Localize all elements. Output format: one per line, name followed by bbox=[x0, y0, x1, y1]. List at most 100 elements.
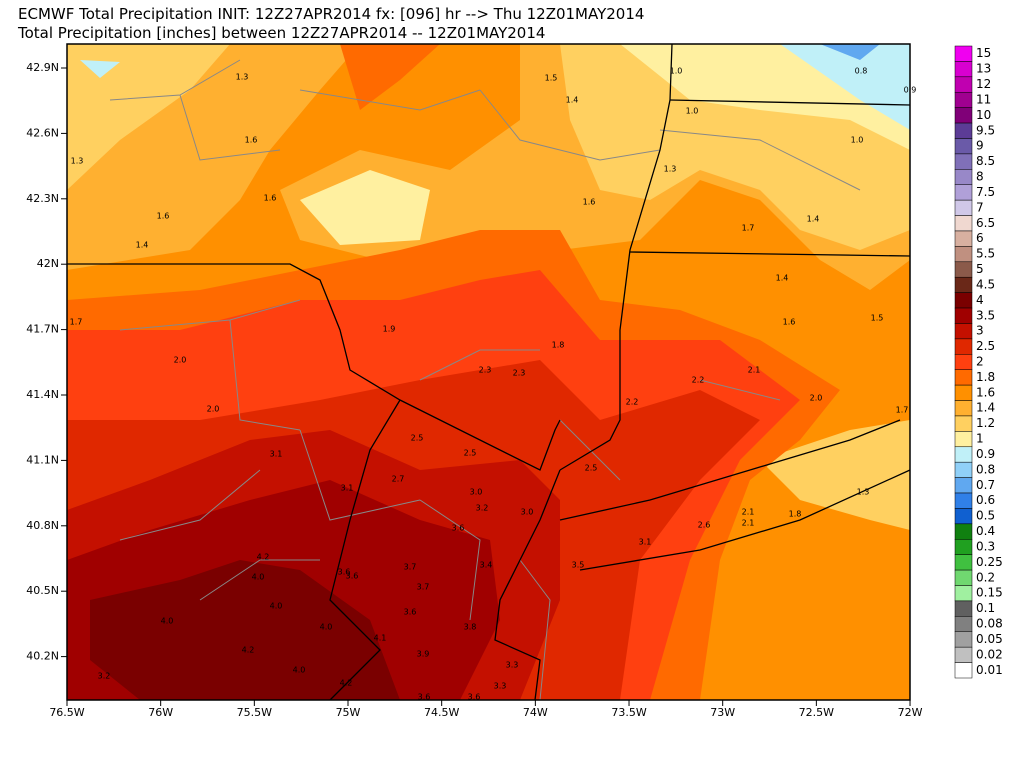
point-label: 3.7 bbox=[404, 563, 417, 572]
color-box bbox=[954, 600, 973, 617]
colorbar: 15131211109.598.587.576.565.554.543.532.… bbox=[954, 45, 1003, 679]
point-label: 3.2 bbox=[98, 672, 111, 681]
level-label: 0.5 bbox=[976, 509, 995, 523]
point-label: 1.6 bbox=[245, 136, 258, 145]
color-box bbox=[954, 446, 973, 463]
color-box bbox=[954, 508, 973, 525]
lat-label: 42.6N bbox=[26, 126, 59, 139]
point-label: 4.0 bbox=[320, 623, 333, 632]
color-box bbox=[954, 616, 973, 633]
color-box bbox=[954, 492, 973, 509]
level-label: 6 bbox=[976, 231, 984, 245]
color-box bbox=[954, 215, 973, 232]
point-label: 2.3 bbox=[479, 366, 492, 375]
level-label: 2 bbox=[976, 355, 984, 369]
color-box bbox=[954, 662, 973, 679]
level-label: 12 bbox=[976, 77, 991, 91]
point-label: 3.1 bbox=[341, 484, 354, 493]
level-label: 0.1 bbox=[976, 601, 995, 615]
lat-label: 41.1N bbox=[26, 453, 59, 466]
point-label: 3.0 bbox=[470, 488, 483, 497]
state-borders bbox=[67, 43, 911, 701]
lat-label: 40.8N bbox=[26, 519, 59, 532]
point-label: 1.4 bbox=[136, 241, 149, 250]
lon-label: 76.5W bbox=[49, 706, 84, 719]
point-label: 3.6 bbox=[338, 568, 351, 577]
county-lines bbox=[109, 59, 861, 701]
lat-label: 42.3N bbox=[26, 192, 59, 205]
level-label: 0.6 bbox=[976, 493, 995, 507]
point-label: 3.5 bbox=[572, 561, 585, 570]
level-label: 0.8 bbox=[976, 462, 995, 476]
point-label: 1.3 bbox=[857, 488, 870, 497]
color-box bbox=[954, 477, 973, 494]
point-label: 1.6 bbox=[157, 212, 170, 221]
precip-field bbox=[67, 44, 910, 700]
color-box bbox=[954, 384, 973, 401]
point-label: 1.7 bbox=[742, 224, 755, 233]
point-label: 3.1 bbox=[639, 538, 652, 547]
lat-label: 40.2N bbox=[26, 650, 59, 663]
color-box bbox=[954, 569, 973, 586]
point-labels: 1.3 1.5 1.4 1.0 0.8 0.9 1.0 1.0 1.6 1.3 1.3 1.6 1.6 1… bbox=[70, 67, 917, 702]
title: ECMWF Total Precipitation INIT: 12Z27APR… bbox=[18, 5, 644, 23]
color-box bbox=[954, 153, 973, 170]
level-label: 3 bbox=[976, 324, 984, 338]
lon-label: 76W bbox=[148, 706, 173, 719]
point-label: 2.2 bbox=[692, 376, 705, 385]
color-box bbox=[954, 431, 973, 448]
point-label: 1.6 bbox=[783, 318, 796, 327]
color-box bbox=[954, 246, 973, 263]
point-label: 3.0 bbox=[521, 508, 534, 517]
point-label: 4.2 bbox=[340, 679, 353, 688]
point-label: 3.4 bbox=[480, 561, 493, 570]
point-label: 1.9 bbox=[383, 325, 396, 334]
color-box bbox=[954, 369, 973, 386]
lat-label: 40.5N bbox=[26, 584, 59, 597]
level-label: 0.01 bbox=[976, 663, 1003, 677]
point-label: 3.3 bbox=[494, 682, 507, 691]
level-label: 1 bbox=[976, 432, 984, 446]
level-label: 5.5 bbox=[976, 247, 995, 261]
color-box bbox=[954, 45, 973, 62]
color-box bbox=[954, 107, 973, 124]
axis-ticks: 42.9N 42.6N 42.3N 42N 41.7N 41.4N 41.1N 40.8N 40… bbox=[26, 61, 922, 719]
level-label: 1.6 bbox=[976, 385, 995, 399]
point-label: 1.0 bbox=[670, 67, 683, 76]
point-label: 2.0 bbox=[174, 356, 187, 365]
point-label: 0.9 bbox=[904, 86, 917, 95]
level-label: 0.05 bbox=[976, 632, 1003, 646]
point-label: 1.3 bbox=[71, 157, 84, 166]
color-box bbox=[954, 354, 973, 370]
point-label: 1.7 bbox=[896, 406, 909, 415]
point-label: 2.3 bbox=[513, 369, 526, 378]
point-label: 2.0 bbox=[810, 394, 823, 403]
lon-label: 73.5W bbox=[611, 706, 646, 719]
point-label: 2.5 bbox=[411, 434, 424, 443]
level-label: 1.4 bbox=[976, 401, 995, 415]
level-label: 5 bbox=[976, 262, 984, 276]
point-label: 1.4 bbox=[566, 96, 579, 105]
color-box bbox=[954, 61, 973, 78]
color-box bbox=[954, 276, 973, 293]
point-label: 2.1 bbox=[742, 519, 755, 528]
lat-label: 42N bbox=[37, 257, 59, 270]
point-label: 3.9 bbox=[417, 650, 430, 659]
point-label: 1.0 bbox=[686, 107, 699, 116]
point-label: 3.1 bbox=[270, 450, 283, 459]
point-label: 1.3 bbox=[236, 73, 249, 82]
point-label: 2.7 bbox=[392, 475, 405, 484]
level-label: 8.5 bbox=[976, 154, 995, 168]
level-label: 0.3 bbox=[976, 539, 995, 553]
point-label: 2.1 bbox=[748, 366, 761, 375]
color-box bbox=[954, 400, 973, 417]
lon-label: 72.5W bbox=[799, 706, 834, 719]
point-label: 1.0 bbox=[851, 136, 864, 145]
point-label: 2.5 bbox=[464, 449, 477, 458]
level-label: 0.02 bbox=[976, 647, 1003, 661]
point-label: 4.2 bbox=[257, 553, 270, 562]
point-label: 1.8 bbox=[789, 510, 802, 519]
level-label: 0.4 bbox=[976, 524, 995, 538]
point-label: 1.4 bbox=[807, 215, 820, 224]
